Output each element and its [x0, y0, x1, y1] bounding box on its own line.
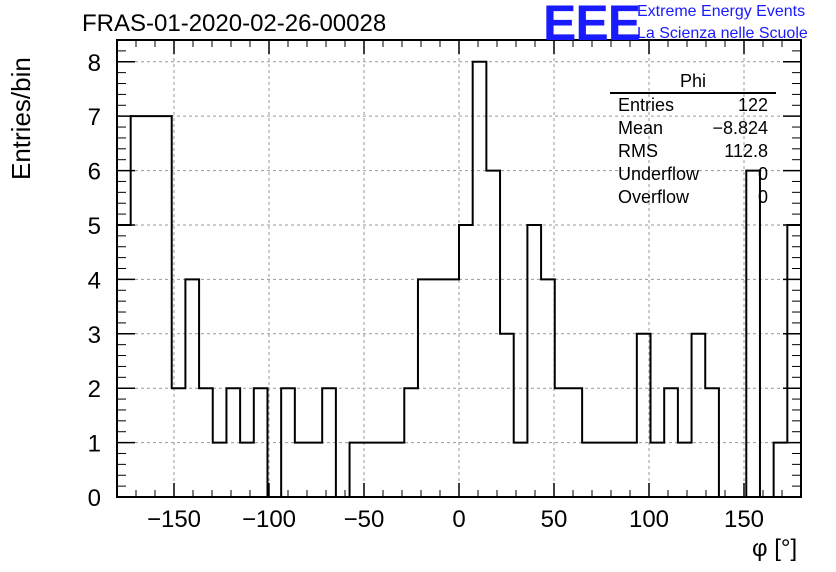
stats-name: Phi [610, 70, 776, 94]
x-tick-label: 100 [629, 506, 669, 533]
stats-label: Mean [618, 118, 664, 138]
stats-row-underflow: Underflow 0 [610, 163, 776, 186]
stats-value: 0 [757, 164, 768, 184]
histogram-bin [363, 443, 377, 497]
histogram-bin [500, 334, 514, 497]
histogram-bin [637, 334, 651, 497]
histogram-line [116, 60, 802, 498]
histogram-bin [596, 443, 610, 497]
histogram-bin [582, 443, 596, 497]
y-tick-label: 1 [88, 431, 101, 458]
histogram-bin [787, 225, 801, 497]
stats-row-mean: Mean −8.824 [610, 117, 776, 140]
x-axis-label: φ [°] [752, 535, 798, 562]
histogram-bin [131, 116, 145, 497]
y-tick-label: 8 [88, 50, 101, 77]
x-tick-label: −100 [242, 506, 296, 533]
stats-row-entries: Entries 122 [610, 94, 776, 117]
tick-labels: −150 −100 −50 0 50 100 150 0 1 2 3 4 5 6 7 8 [88, 50, 764, 533]
histogram-bin [651, 443, 665, 497]
chart-title: FRAS-01-2020-02-26-00028 [82, 10, 387, 37]
histogram-bin [459, 225, 473, 497]
histogram-bin [774, 443, 788, 497]
histogram-bin [213, 443, 227, 497]
axis-ticks [117, 40, 801, 498]
stats-value: −8.824 [712, 118, 768, 138]
y-tick-label: 3 [88, 322, 101, 349]
histogram-bin [144, 116, 158, 497]
x-tick-label: 150 [724, 506, 764, 533]
x-tick-label: 0 [452, 506, 465, 533]
histogram-bin [527, 225, 541, 497]
y-tick-label: 2 [88, 376, 101, 403]
stats-value: 0 [757, 187, 768, 207]
stats-value: 122 [737, 95, 768, 115]
histogram-bin [514, 443, 528, 497]
histogram-bin [309, 443, 323, 497]
histogram-bin [609, 443, 623, 497]
histogram-bin [350, 443, 364, 497]
y-tick-label: 7 [88, 104, 101, 131]
stats-row-rms: RMS 112.8 [610, 140, 776, 163]
histogram-bin [295, 443, 309, 497]
histogram-bin [117, 225, 131, 497]
stats-row-overflow: Overflow 0 [610, 186, 776, 209]
histogram-bin [678, 443, 692, 497]
y-tick-label: 0 [88, 485, 101, 512]
stats-label: RMS [618, 141, 658, 161]
y-axis-label: Entries/bin [6, 57, 36, 180]
histogram-bin [240, 443, 254, 497]
histogram-bin [391, 443, 405, 497]
logo-line-2: La Scienza nelle Scuole [637, 25, 808, 42]
stats-label: Entries [618, 95, 675, 115]
logo-line-1: Extreme Energy Events [637, 3, 806, 20]
x-tick-label: −150 [147, 506, 201, 533]
histogram-bin [158, 116, 172, 497]
histogram-bin [692, 334, 706, 497]
y-tick-label: 4 [88, 267, 101, 294]
eee-logo: EEE [543, 0, 641, 51]
stats-value: 112.8 [724, 141, 768, 161]
stats-box: Phi Entries 122 Mean −8.824 RMS 112.8 Un… [610, 70, 776, 209]
stats-label: Overflow [618, 187, 690, 207]
x-tick-label: 50 [541, 506, 568, 533]
histogram-bin [377, 443, 391, 497]
y-tick-label: 5 [88, 213, 101, 240]
histogram-bin [623, 443, 637, 497]
stats-label: Underflow [618, 164, 700, 184]
y-tick-label: 6 [88, 159, 101, 186]
x-tick-label: −50 [344, 506, 385, 533]
